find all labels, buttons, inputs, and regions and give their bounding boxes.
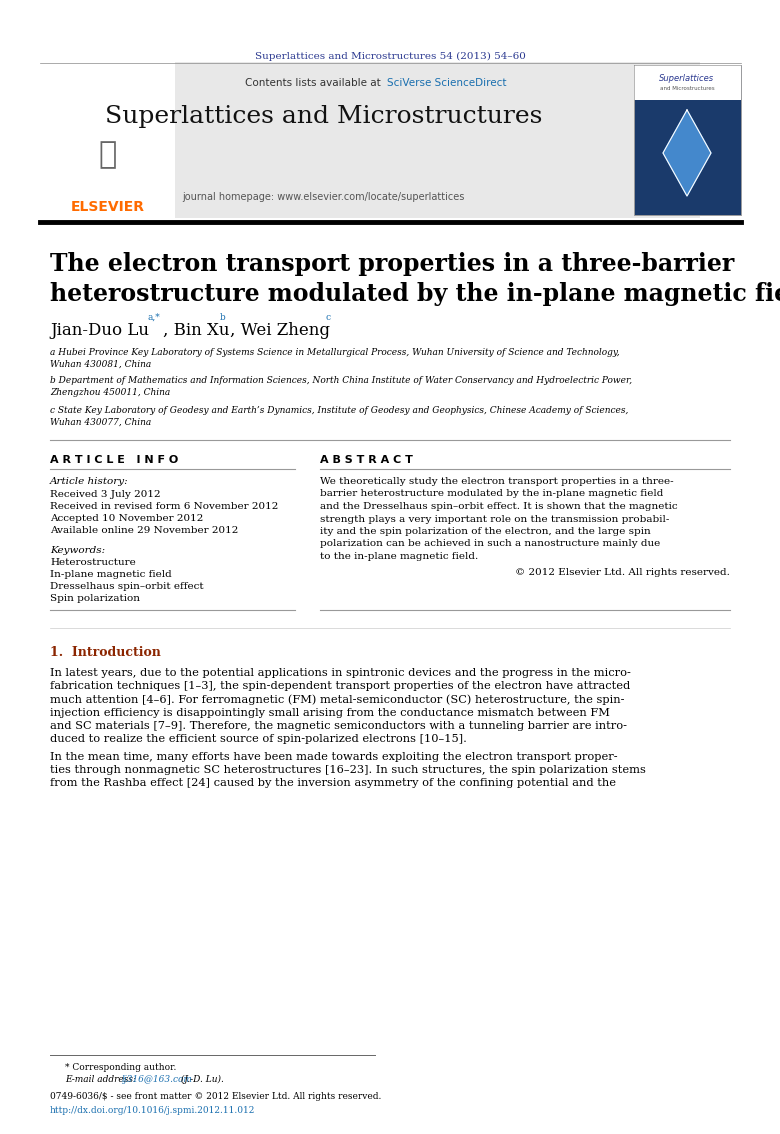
Text: and Microstructures: and Microstructures xyxy=(660,86,714,91)
Text: In latest years, due to the potential applications in spintronic devices and the: In latest years, due to the potential ap… xyxy=(50,668,631,678)
Text: lj316@163.com: lj316@163.com xyxy=(122,1075,193,1084)
Text: Received 3 July 2012: Received 3 July 2012 xyxy=(50,490,161,499)
Text: We theoretically study the electron transport properties in a three-: We theoretically study the electron tran… xyxy=(320,477,674,486)
Bar xyxy=(634,65,741,215)
Text: Superlattices and Microstructures 54 (2013) 54–60: Superlattices and Microstructures 54 (20… xyxy=(254,52,526,61)
Text: 0749-6036/$ - see front matter © 2012 Elsevier Ltd. All rights reserved.: 0749-6036/$ - see front matter © 2012 El… xyxy=(50,1092,381,1101)
Text: Spin polarization: Spin polarization xyxy=(50,594,140,603)
Text: 1.  Introduction: 1. Introduction xyxy=(50,646,161,659)
Text: In the mean time, many efforts have been made towards exploiting the electron tr: In the mean time, many efforts have been… xyxy=(50,752,618,762)
Text: A R T I C L E   I N F O: A R T I C L E I N F O xyxy=(50,455,179,465)
Text: Jian-Duo Lu: Jian-Duo Lu xyxy=(50,322,149,339)
Text: a Hubei Province Key Laboratory of Systems Science in Metallurgical Process, Wuh: a Hubei Province Key Laboratory of Syste… xyxy=(50,348,619,369)
Text: 🌳: 🌳 xyxy=(99,141,117,169)
Text: In-plane magnetic field: In-plane magnetic field xyxy=(50,570,172,579)
Polygon shape xyxy=(663,110,711,196)
Text: fabrication techniques [1–3], the spin-dependent transport properties of the ele: fabrication techniques [1–3], the spin-d… xyxy=(50,682,630,692)
Text: much attention [4–6]. For ferromagnetic (FM) metal-semiconductor (SC) heterostru: much attention [4–6]. For ferromagnetic … xyxy=(50,694,625,705)
Text: b: b xyxy=(220,313,225,322)
Text: injection efficiency is disappointingly small arising from the conductance misma: injection efficiency is disappointingly … xyxy=(50,708,610,718)
Text: A B S T R A C T: A B S T R A C T xyxy=(320,455,413,465)
Text: ity and the spin polarization of the electron, and the large spin: ity and the spin polarization of the ele… xyxy=(320,527,651,536)
Text: , Bin Xu: , Bin Xu xyxy=(163,322,229,339)
Text: b Department of Mathematics and Information Sciences, North China Institute of W: b Department of Mathematics and Informat… xyxy=(50,376,632,397)
Text: and SC materials [7–9]. Therefore, the magnetic semiconductors with a tunneling : and SC materials [7–9]. Therefore, the m… xyxy=(50,721,627,730)
Text: Accepted 10 November 2012: Accepted 10 November 2012 xyxy=(50,514,204,523)
Bar xyxy=(40,62,175,218)
Text: to the in-plane magnetic field.: to the in-plane magnetic field. xyxy=(320,552,478,561)
Text: Contents lists available at: Contents lists available at xyxy=(245,78,384,88)
Text: a,*: a,* xyxy=(148,313,161,322)
Text: duced to realize the efficient source of spin-polarized electrons [10–15].: duced to realize the efficient source of… xyxy=(50,734,467,744)
Text: Superlattices: Superlattices xyxy=(659,74,714,83)
Text: * Corresponding author.: * Corresponding author. xyxy=(65,1063,176,1072)
Bar xyxy=(40,62,700,218)
Text: journal homepage: www.elsevier.com/locate/superlattices: journal homepage: www.elsevier.com/locat… xyxy=(183,192,465,202)
Text: and the Dresselhaus spin–orbit effect. It is shown that the magnetic: and the Dresselhaus spin–orbit effect. I… xyxy=(320,502,678,511)
Text: ELSEVIER: ELSEVIER xyxy=(71,200,145,214)
Text: c: c xyxy=(325,313,330,322)
Text: c State Key Laboratory of Geodesy and Earth’s Dynamics, Institute of Geodesy and: c State Key Laboratory of Geodesy and Ea… xyxy=(50,406,629,426)
Text: Dresselhaus spin–orbit effect: Dresselhaus spin–orbit effect xyxy=(50,582,204,591)
Text: Keywords:: Keywords: xyxy=(50,545,105,555)
Text: ties through nonmagnetic SC heterostructures [16–23]. In such structures, the sp: ties through nonmagnetic SC heterostruct… xyxy=(50,765,646,776)
Text: , Wei Zheng: , Wei Zheng xyxy=(230,322,330,339)
Text: Heterostructure: Heterostructure xyxy=(50,558,136,567)
Text: Superlattices and Microstructures: Superlattices and Microstructures xyxy=(105,105,542,128)
Bar xyxy=(634,65,741,100)
Text: Article history:: Article history: xyxy=(50,477,129,486)
Text: (J.-D. Lu).: (J.-D. Lu). xyxy=(178,1075,224,1084)
Text: SciVerse ScienceDirect: SciVerse ScienceDirect xyxy=(387,78,506,88)
Text: E-mail address:: E-mail address: xyxy=(65,1075,139,1084)
Text: barrier heterostructure modulated by the in-plane magnetic field: barrier heterostructure modulated by the… xyxy=(320,490,663,499)
Text: from the Rashba effect [24] caused by the inversion asymmetry of the confining p: from the Rashba effect [24] caused by th… xyxy=(50,778,616,788)
Text: The electron transport properties in a three-barrier
heterostructure modulated b: The electron transport properties in a t… xyxy=(50,252,780,306)
Text: Received in revised form 6 November 2012: Received in revised form 6 November 2012 xyxy=(50,502,278,511)
Text: http://dx.doi.org/10.1016/j.spmi.2012.11.012: http://dx.doi.org/10.1016/j.spmi.2012.11… xyxy=(50,1106,255,1115)
Text: © 2012 Elsevier Ltd. All rights reserved.: © 2012 Elsevier Ltd. All rights reserved… xyxy=(515,568,730,577)
Text: Available online 29 November 2012: Available online 29 November 2012 xyxy=(50,526,239,535)
Text: polarization can be achieved in such a nanostructure mainly due: polarization can be achieved in such a n… xyxy=(320,540,660,549)
Text: strength plays a very important role on the transmission probabil-: strength plays a very important role on … xyxy=(320,515,669,524)
